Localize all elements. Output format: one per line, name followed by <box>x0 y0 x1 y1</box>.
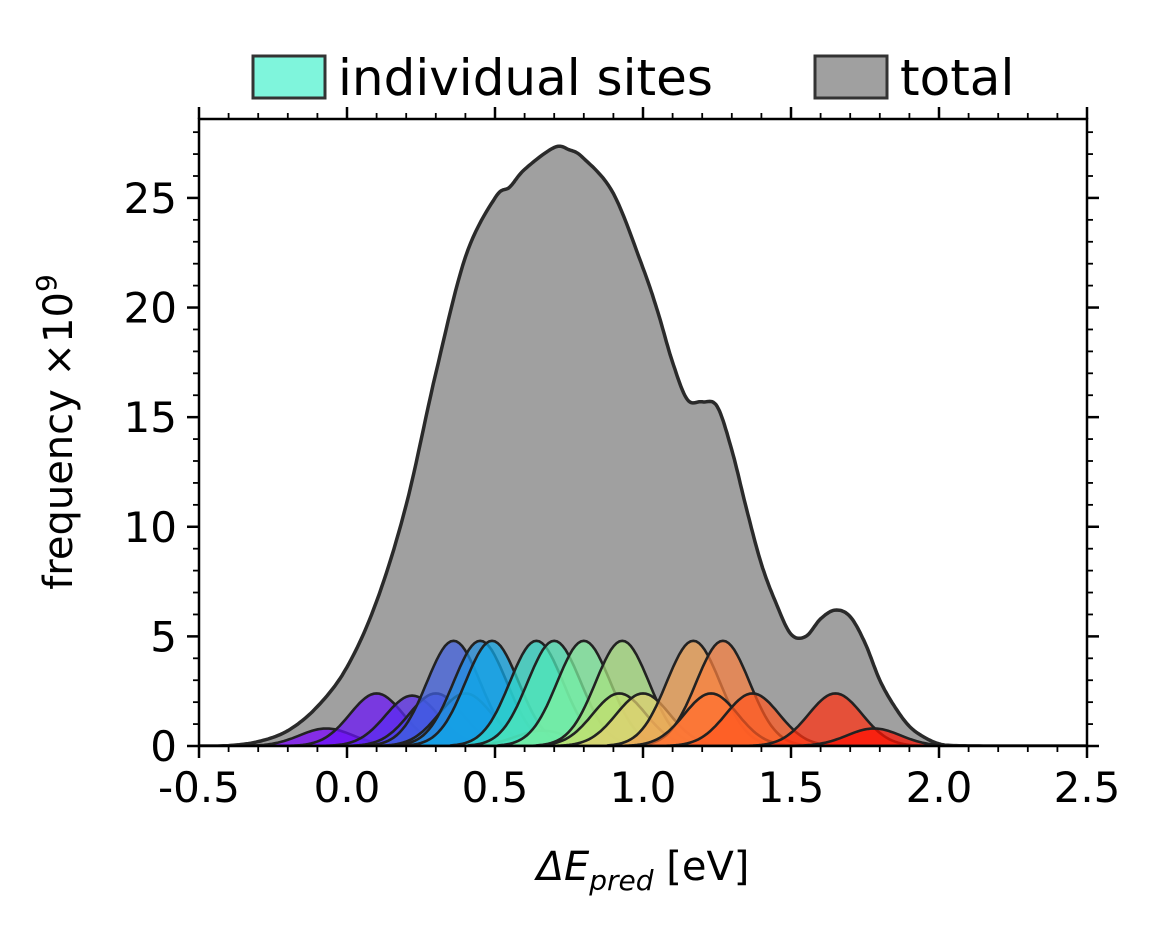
x-tick-label: 1.0 <box>610 763 677 812</box>
legend: individual sites total <box>251 49 1014 107</box>
x-tick-label: 2.0 <box>906 763 973 812</box>
y-axis-label: frequency ×109 <box>30 274 82 590</box>
x-tick-label: 0.0 <box>314 763 381 812</box>
legend-label-individual-sites: individual sites <box>338 49 713 107</box>
x-tick-label: 0.5 <box>462 763 529 812</box>
legend-swatch-individual-sites <box>251 54 327 100</box>
x-tick-label: -0.5 <box>158 763 240 812</box>
site-peak-20 <box>787 727 960 746</box>
x-tick-label: 2.5 <box>1054 763 1121 812</box>
x-axis-label-main: ΔE <box>534 844 590 890</box>
y-tick-label: 0 <box>150 722 177 771</box>
y-axis-label-main: frequency ×10 <box>36 292 82 590</box>
y-tick-label: 25 <box>124 174 177 223</box>
y-axis-label-exp: 9 <box>30 274 63 292</box>
y-tick-label: 10 <box>124 503 177 552</box>
x-tick-label: 1.5 <box>758 763 825 812</box>
total-area <box>199 144 1087 746</box>
legend-swatch-total <box>813 54 889 100</box>
x-axis-label-unit: [eV] <box>654 844 750 890</box>
y-tick-label: 15 <box>124 393 177 442</box>
y-tick-label: 20 <box>124 284 177 333</box>
y-tick-label: 5 <box>150 612 177 661</box>
x-axis-label: ΔEpred [eV] <box>534 844 750 897</box>
ticks-layer: -0.5 0.0 0.5 1.0 1.5 2.0 2.5 0 5 10 15 20 25 <box>124 107 1121 812</box>
series-layer <box>199 144 1087 746</box>
x-axis-label-sub: pred <box>588 864 654 897</box>
legend-label-total: total <box>900 49 1014 107</box>
